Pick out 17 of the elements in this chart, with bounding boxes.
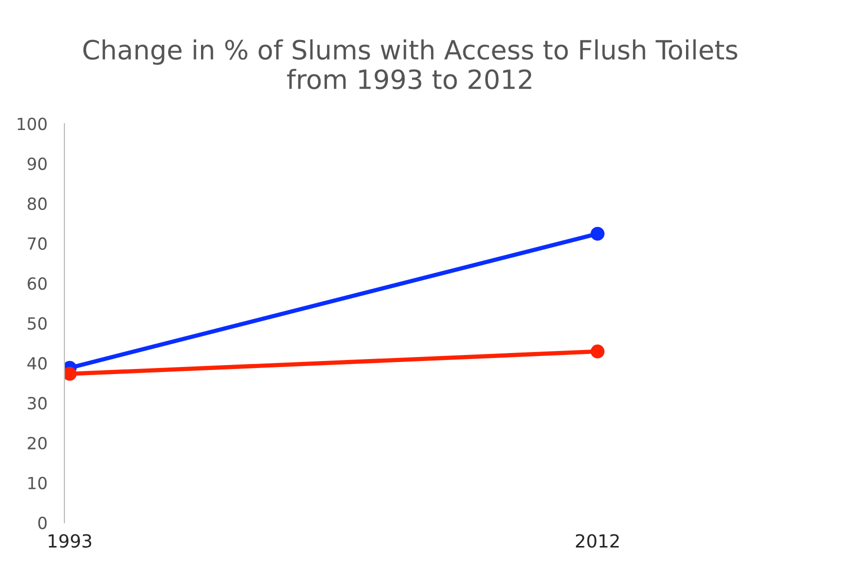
y-tick-label: 100 xyxy=(18,118,47,130)
y-tick-label: 70 xyxy=(28,237,47,250)
y-tick-label: 0 xyxy=(38,516,47,530)
y-tick-label: 20 xyxy=(28,436,47,450)
y-tick-label: 60 xyxy=(28,277,47,290)
point xyxy=(590,226,605,241)
y-tick-label: 80 xyxy=(28,197,47,210)
x-tick-label: 1993 xyxy=(48,534,92,548)
point xyxy=(64,366,77,381)
point xyxy=(590,344,605,358)
y-tick-label: 30 xyxy=(28,396,47,410)
y-tick-label: 90 xyxy=(28,158,47,170)
y-tick-label: 50 xyxy=(28,317,47,330)
y-tick-label: 40 xyxy=(27,357,47,370)
chart-title: Change in % of Slums with Access to Flush Toilets from 1993 to 2012 xyxy=(83,39,738,90)
y-tick-label: 10 xyxy=(28,476,47,490)
x-tick-label: 2012 xyxy=(576,534,619,548)
